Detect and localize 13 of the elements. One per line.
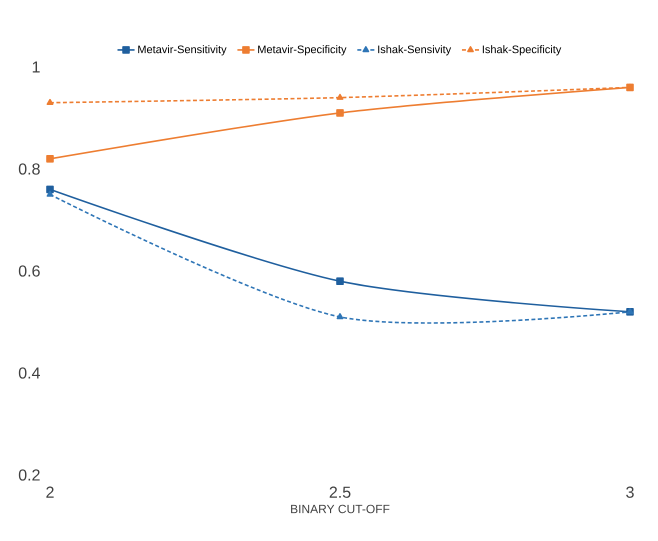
x-tick-label: 2 xyxy=(46,486,54,498)
y-tick-label: 0.8 xyxy=(18,163,40,175)
y-tick-label: 0.6 xyxy=(18,265,40,277)
y-tick-label: 0.2 xyxy=(18,469,40,481)
y-tick-label: 1 xyxy=(32,61,40,73)
legend-label: Ishak-Specificity xyxy=(482,45,562,56)
legend-label: Metavir-Sensitivity xyxy=(138,45,227,56)
y-tick-label: 0.4 xyxy=(18,367,40,379)
legend-label: Ishak-Sensivity xyxy=(378,45,452,56)
x-tick-label: 2.5 xyxy=(330,486,350,498)
x-axis-title: BINARY CUT-OFF xyxy=(291,504,390,514)
x-tick-label: 3 xyxy=(626,486,634,498)
legend-label: Metavir-Specificity xyxy=(258,45,346,56)
